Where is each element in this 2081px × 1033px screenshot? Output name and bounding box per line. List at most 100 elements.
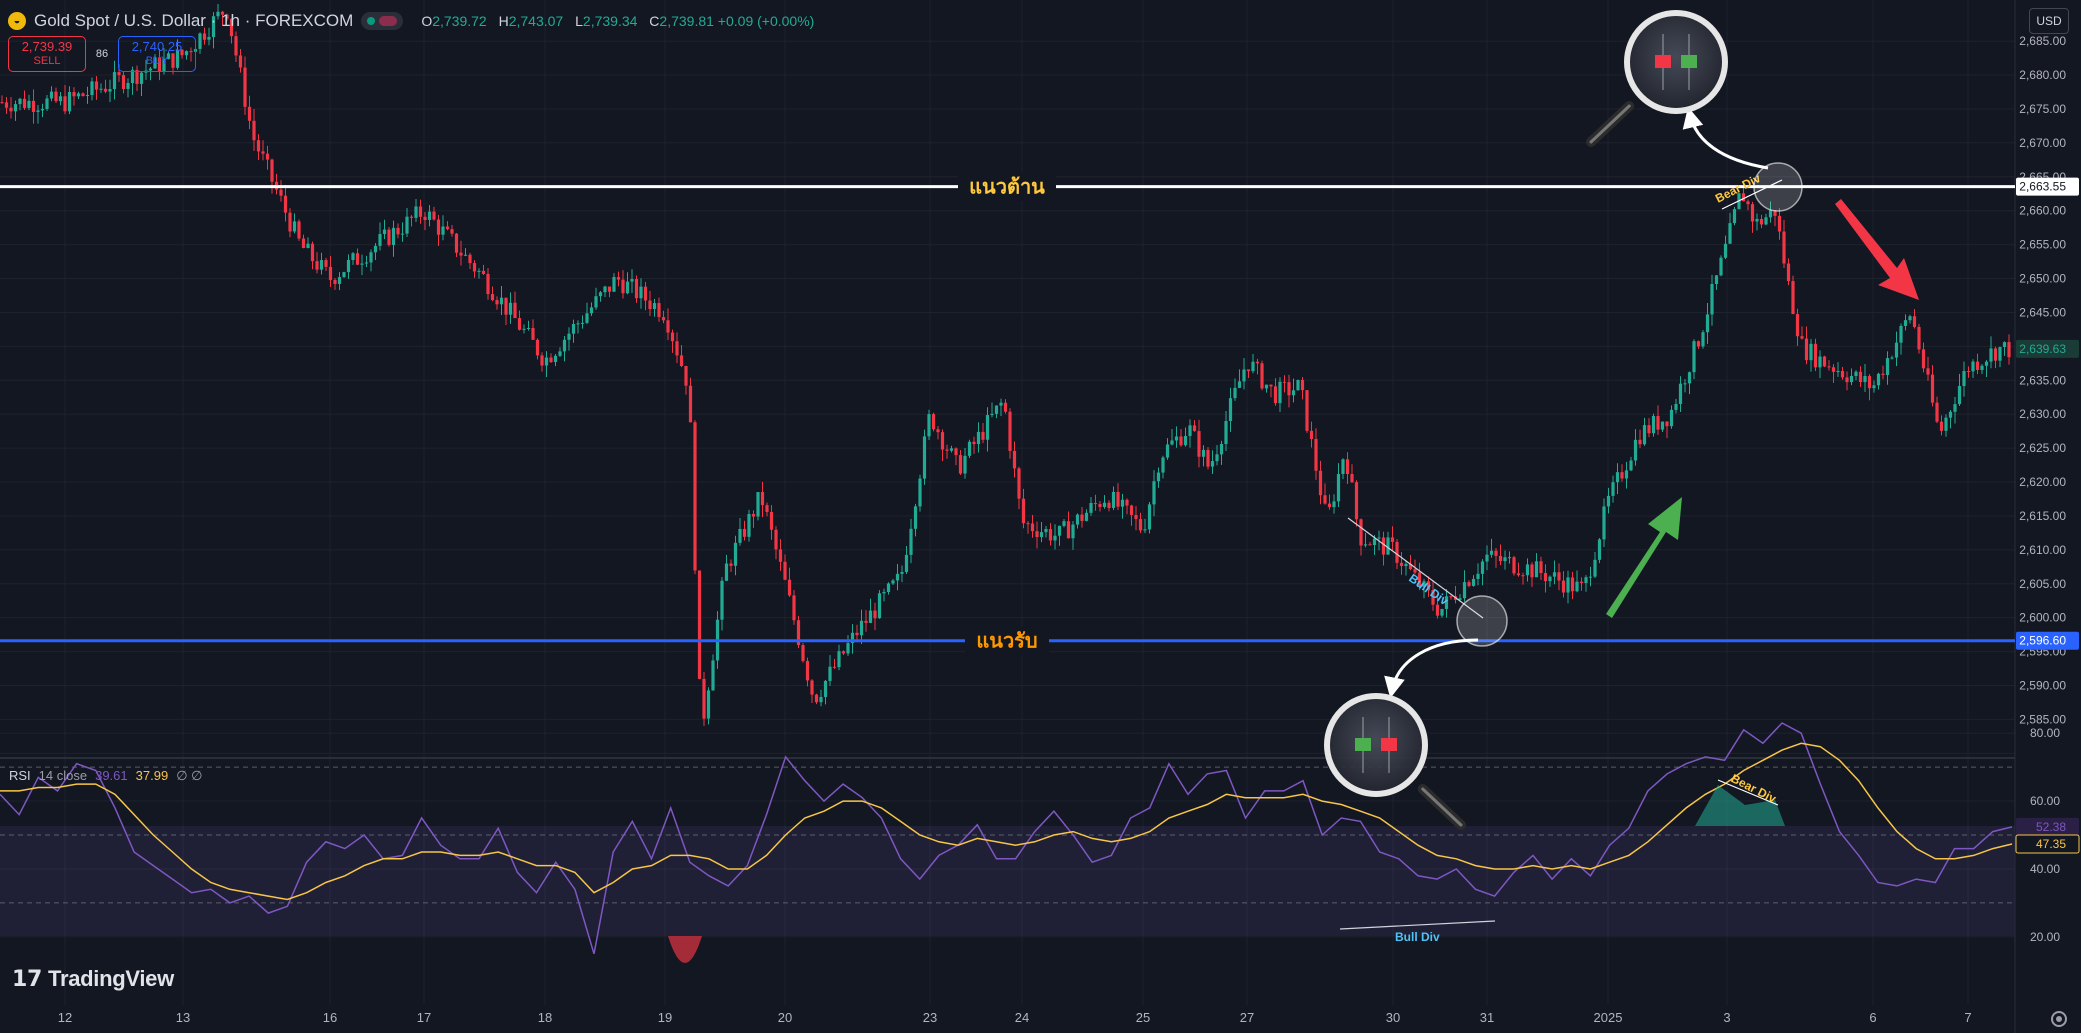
sell-label: SELL: [33, 55, 61, 67]
candle-body: [1629, 460, 1633, 471]
currency-select[interactable]: USD: [2029, 8, 2069, 34]
symbol-title[interactable]: Gold Spot / U.S. Dollar · 1h · FOREXCOM: [34, 11, 354, 30]
candle-body: [1561, 580, 1566, 593]
magnifier-lens: [1324, 693, 1428, 797]
candle-body: [571, 323, 576, 334]
candle-body: [949, 448, 954, 451]
candle-body: [742, 528, 747, 537]
candle-body: [49, 91, 54, 99]
candle-body: [1692, 341, 1696, 373]
candle-body: [1525, 564, 1530, 576]
gear-icon[interactable]: [2051, 1011, 2067, 1027]
price-tick-label: 2,680.00: [2019, 68, 2066, 82]
candle-body: [1741, 193, 1746, 202]
candle-body: [1651, 416, 1656, 434]
ohlc-close-value: 2,739.81 +0.09 (+0.00%): [659, 13, 815, 29]
candle-body: [1498, 555, 1503, 562]
candle-body: [621, 279, 625, 294]
candle-body: [324, 260, 328, 267]
rsi-legend[interactable]: RSI 14 close 39.61 37.99 ∅ ∅: [9, 768, 202, 784]
candle-body: [1287, 382, 1291, 396]
time-tick-label: 25: [1136, 1010, 1150, 1025]
price-tick-label: 2,600.00: [2019, 611, 2066, 625]
candle-body: [1507, 557, 1512, 559]
rsi-value-tag-bg: [2016, 817, 2079, 836]
candle-body: [544, 357, 549, 366]
bear-div-highlight: [1753, 162, 1803, 212]
candle-body: [877, 593, 882, 619]
gold-symbol-icon[interactable]: ◒: [8, 12, 26, 30]
candle-body: [1336, 474, 1341, 502]
candle-body: [1494, 550, 1498, 556]
candle-body: [747, 514, 751, 537]
candle-body: [940, 432, 945, 450]
candle-body: [342, 272, 346, 278]
candle-body: [22, 98, 27, 108]
candle-body: [787, 579, 792, 596]
magnifier-handle-shine: [1589, 104, 1631, 144]
resistance-price-tag: 2,663.55: [2019, 180, 2066, 194]
candle-body: [1440, 608, 1444, 616]
symbol-header: ◒ Gold Spot / U.S. Dollar · 1h · FOREXCO…: [8, 10, 822, 32]
candle-body: [994, 405, 999, 414]
candle-body: [652, 303, 657, 310]
candle-body: [954, 448, 958, 456]
price-tick-label: 2,660.00: [2019, 204, 2066, 218]
candle-body: [796, 620, 801, 646]
candle-body: [958, 455, 963, 474]
candle-body: [1557, 572, 1561, 581]
candle-body: [909, 528, 913, 555]
market-status-icon[interactable]: [361, 12, 404, 30]
candle-body: [1993, 348, 1998, 361]
resistance-label: แนวต้าน: [969, 175, 1045, 199]
candle-body: [1354, 482, 1359, 520]
candle-body: [981, 431, 985, 440]
buy-button[interactable]: 2,740.25 BUY: [118, 36, 196, 72]
candle-body: [1012, 450, 1017, 469]
price-tick-label: 2,615.00: [2019, 509, 2066, 523]
candle-body: [423, 216, 427, 220]
candle-body: [643, 286, 648, 301]
candle-body: [1431, 590, 1435, 605]
candle-body: [378, 234, 382, 246]
candle-body: [355, 253, 360, 265]
candle-body: [1480, 561, 1485, 574]
price-tick-label: 2,650.00: [2019, 272, 2066, 286]
candle-body: [1426, 581, 1431, 591]
candle-body: [1350, 474, 1354, 483]
candle-body: [301, 238, 306, 248]
candle-body: [1197, 431, 1201, 457]
candle-body: [841, 651, 846, 654]
candle-body: [1219, 443, 1224, 455]
tradingview-icon: 𝟭𝟳: [12, 966, 43, 991]
candle-body: [1264, 384, 1269, 389]
candle-body: [1719, 257, 1723, 276]
candle-body: [1242, 369, 1246, 382]
sell-price: 2,739.39: [21, 39, 73, 54]
candle-body: [1984, 361, 1989, 366]
sell-button[interactable]: 2,739.39 SELL: [8, 36, 86, 72]
candle-body: [364, 262, 369, 264]
candle-body: [1215, 454, 1219, 462]
candle-body: [157, 57, 162, 72]
candle-body: [130, 69, 135, 84]
candle-body: [441, 226, 445, 235]
tradingview-logo[interactable]: 𝟭𝟳 TradingView: [12, 966, 174, 992]
candle-body: [738, 528, 742, 543]
candle-body: [778, 549, 783, 562]
time-tick-label: 20: [778, 1010, 792, 1025]
candle-body: [1233, 387, 1237, 399]
time-tick-label: 23: [923, 1010, 937, 1025]
candle-body: [328, 266, 333, 280]
price-tick-label: 2,590.00: [2019, 679, 2066, 693]
candle-body: [72, 92, 76, 97]
candle-body: [1206, 449, 1210, 467]
candle-body: [733, 542, 738, 566]
rsi-ma-line: [0, 742, 2013, 901]
candle-body: [1084, 512, 1089, 521]
rsi-oversold-fill: [668, 936, 702, 963]
candle-body: [1152, 481, 1156, 505]
candle-body: [517, 318, 522, 330]
